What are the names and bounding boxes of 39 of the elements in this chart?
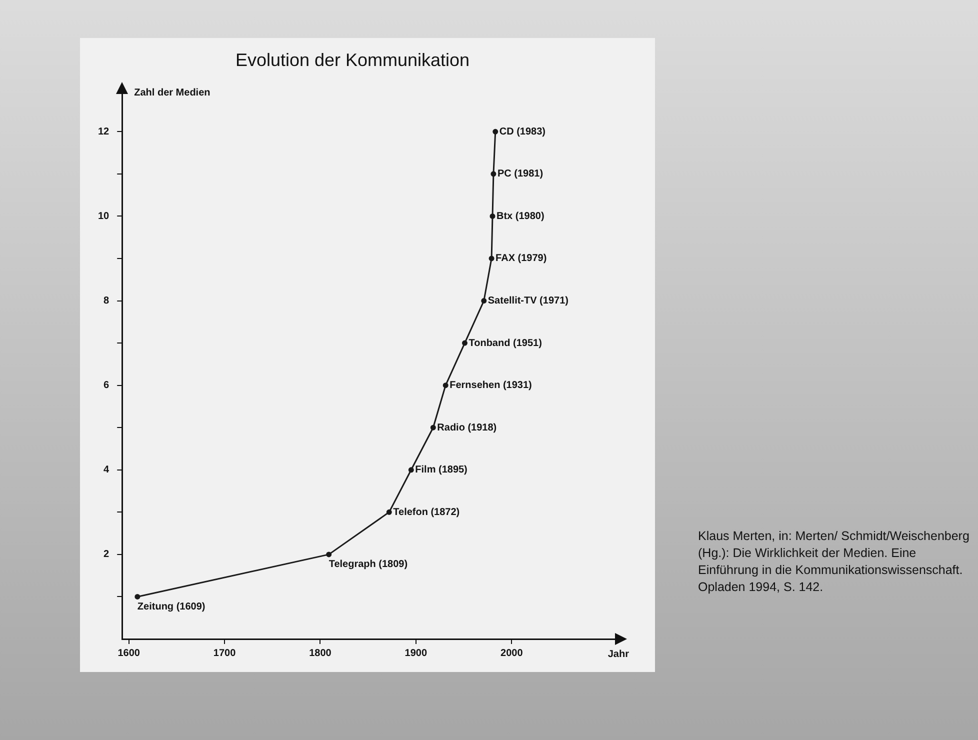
y-tick-label: 2 [104, 549, 110, 560]
x-tick-label: 1900 [404, 648, 428, 659]
point [490, 213, 496, 219]
point [386, 509, 392, 515]
point [326, 552, 332, 558]
annotation: Telefon (1872) [393, 506, 460, 518]
x-tick-label: 1700 [213, 648, 236, 659]
annotation: Radio (1918) [437, 422, 497, 434]
point [408, 467, 414, 473]
y-tick-label: 12 [98, 126, 110, 138]
annotation: Film (1895) [415, 464, 468, 476]
point [490, 171, 496, 177]
point [462, 340, 468, 346]
annotation: Zeitung (1609) [137, 601, 206, 612]
y-tick-label: 4 [104, 464, 110, 476]
x-tick-label: 1800 [309, 648, 332, 659]
y-tick-label: 8 [104, 296, 110, 307]
point [430, 424, 436, 430]
text: Klaus Merten, in: Merten/ Schmidt/Weischenberg (Hg.): Die Wirklichkeit der Medien. Eine Einführung in die Kommunikationswissenschaft. Opladen 1994, S. 142. [698, 528, 970, 596]
annotation: Tonband (1951) [468, 338, 542, 349]
point [492, 128, 498, 134]
point [488, 256, 494, 262]
point [134, 594, 140, 600]
annotation: Telegraph (1809) [328, 559, 408, 570]
annotation: Satellit-TV (1971) [488, 296, 568, 307]
annotation: Btx (1980) [496, 210, 544, 222]
x-tick-label: 1600 [118, 648, 140, 659]
y-axis-title: Zahl der Medien [134, 87, 210, 98]
x-tick-label: 2000 [500, 648, 524, 659]
point [442, 382, 448, 388]
annotation: CD (1983) [499, 126, 546, 138]
y-tick-label: 6 [104, 380, 110, 392]
point [481, 298, 487, 304]
annotation: PC (1981) [497, 168, 544, 180]
x-axis-title: Jahr [608, 648, 630, 660]
annotation: Fernsehen (1931) [450, 380, 532, 392]
y-tick-label: 10 [98, 210, 110, 222]
annotation: FAX (1979) [496, 253, 547, 264]
chart-title: Evolution der Kommunikation [235, 50, 470, 70]
